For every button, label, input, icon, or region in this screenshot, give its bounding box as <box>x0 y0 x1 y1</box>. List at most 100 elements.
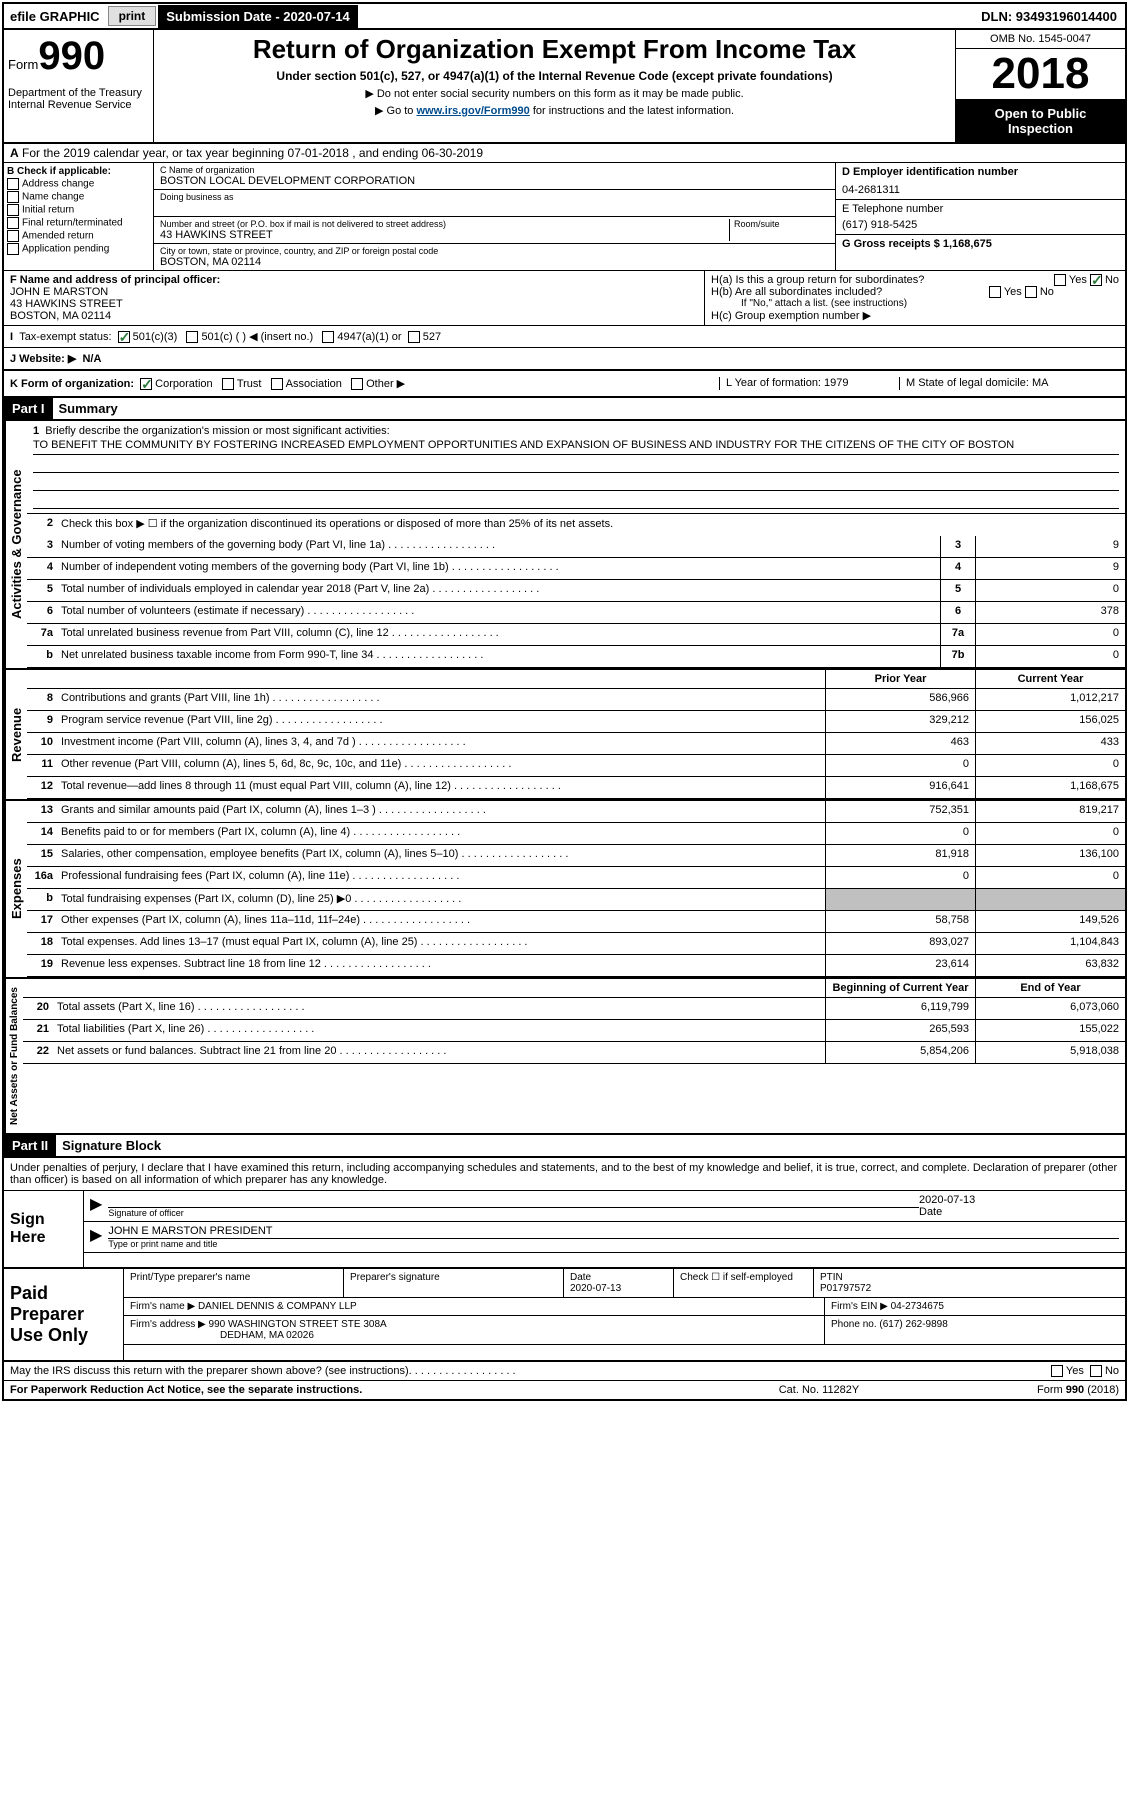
chk-501c3[interactable] <box>118 331 130 343</box>
chk-trust[interactable] <box>222 378 234 390</box>
chk-association[interactable] <box>271 378 283 390</box>
table-row: 14Benefits paid to or for members (Part … <box>27 823 1125 845</box>
signer-name: JOHN E MARSTON PRESIDENT <box>108 1225 1119 1239</box>
chk-pending[interactable]: Application pending <box>7 243 150 255</box>
subtitle-3: ▶ Go to www.irs.gov/Form990 for instruct… <box>158 104 951 117</box>
header-left: Form990 Department of the Treasury Inter… <box>4 30 154 142</box>
firm-phone: (617) 262-9898 <box>879 1319 947 1330</box>
expenses-section: Expenses 13Grants and similar amounts pa… <box>4 801 1125 979</box>
chk-final-return[interactable]: Final return/terminated <box>7 217 150 229</box>
irs-link[interactable]: www.irs.gov/Form990 <box>416 105 529 117</box>
col-b: B Check if applicable: Address change Na… <box>4 163 154 270</box>
chk-name-change[interactable]: Name change <box>7 191 150 203</box>
table-row: 6Total number of volunteers (estimate if… <box>27 602 1125 624</box>
cat-number: Cat. No. 11282Y <box>719 1384 919 1396</box>
chk-corporation[interactable] <box>140 378 152 390</box>
gross-receipts: G Gross receipts $ 1,168,675 <box>842 238 992 250</box>
top-bar: efile GRAPHIC print Submission Date - 20… <box>4 4 1125 30</box>
org-name: BOSTON LOCAL DEVELOPMENT CORPORATION <box>160 175 829 187</box>
table-row: bTotal fundraising expenses (Part IX, co… <box>27 889 1125 911</box>
header: Form990 Department of the Treasury Inter… <box>4 30 1125 144</box>
ptin: P01797572 <box>820 1283 871 1294</box>
mission-text: TO BENEFIT THE COMMUNITY BY FOSTERING IN… <box>33 437 1119 455</box>
table-row: 22Net assets or fund balances. Subtract … <box>23 1042 1125 1064</box>
dln: DLN: 93493196014400 <box>973 5 1125 28</box>
table-row: 8Contributions and grants (Part VIII, li… <box>27 689 1125 711</box>
col-c: C Name of organizationBOSTON LOCAL DEVEL… <box>154 163 835 270</box>
state-domicile: M State of legal domicile: MA <box>899 377 1119 390</box>
table-row: 3Number of voting members of the governi… <box>27 536 1125 558</box>
year-formation: L Year of formation: 1979 <box>719 377 899 390</box>
telephone: (617) 918-5425 <box>842 219 1119 231</box>
paid-preparer-section: Paid Preparer Use Only Print/Type prepar… <box>4 1269 1125 1362</box>
table-row: 9Program service revenue (Part VIII, lin… <box>27 711 1125 733</box>
org-city: BOSTON, MA 02114 <box>160 256 829 268</box>
org-form-row: K Form of organization: Corporation Trus… <box>4 371 1125 398</box>
activities-governance-section: Activities & Governance 1 Briefly descri… <box>4 421 1125 670</box>
org-address: 43 HAWKINS STREET <box>160 229 729 241</box>
period-row: A For the 2019 calendar year, or tax yea… <box>4 144 1125 163</box>
net-assets-section: Net Assets or Fund Balances Beginning of… <box>4 979 1125 1135</box>
chk-501c[interactable] <box>186 331 198 343</box>
public-inspection: Open to Public Inspection <box>956 100 1125 142</box>
table-row: 5Total number of individuals employed in… <box>27 580 1125 602</box>
table-row: 16aProfessional fundraising fees (Part I… <box>27 867 1125 889</box>
tax-status-row: I Tax-exempt status: 501(c)(3) 501(c) ( … <box>4 326 1125 348</box>
discuss-row: May the IRS discuss this return with the… <box>4 1362 1125 1381</box>
table-row: 19Revenue less expenses. Subtract line 1… <box>27 955 1125 977</box>
website-row: J Website: ▶ N/A <box>4 348 1125 371</box>
chk-other[interactable] <box>351 378 363 390</box>
part2-header: Part II Signature Block <box>4 1135 1125 1158</box>
firm-name: DANIEL DENNIS & COMPANY LLP <box>198 1301 357 1312</box>
firm-addr: 990 WASHINGTON STREET STE 308A <box>209 1319 387 1330</box>
table-row: 12Total revenue—add lines 8 through 11 (… <box>27 777 1125 799</box>
chk-address-change[interactable]: Address change <box>7 178 150 190</box>
table-row: 7aTotal unrelated business revenue from … <box>27 624 1125 646</box>
table-row: 11Other revenue (Part VIII, column (A), … <box>27 755 1125 777</box>
form-990-page: efile GRAPHIC print Submission Date - 20… <box>2 2 1127 1401</box>
arrow-icon: ▶ <box>90 1194 102 1218</box>
print-button[interactable]: print <box>108 6 157 26</box>
header-center: Return of Organization Exempt From Incom… <box>154 30 955 142</box>
revenue-section: Revenue Prior YearCurrent Year 8Contribu… <box>4 670 1125 801</box>
subtitle-2: ▶ Do not enter social security numbers o… <box>158 87 951 100</box>
table-row: 20Total assets (Part X, line 16)6,119,79… <box>23 998 1125 1020</box>
mission-block: 1 Briefly describe the organization's mi… <box>27 421 1125 514</box>
form-number: 990 <box>38 34 105 78</box>
form-title: Return of Organization Exempt From Incom… <box>158 34 951 65</box>
chk-discuss-no[interactable] <box>1090 1365 1102 1377</box>
efile-label: efile GRAPHIC <box>4 5 106 28</box>
table-row: 15Salaries, other compensation, employee… <box>27 845 1125 867</box>
omb-number: OMB No. 1545-0047 <box>956 30 1125 49</box>
table-row: bNet unrelated business taxable income f… <box>27 646 1125 668</box>
chk-4947[interactable] <box>322 331 334 343</box>
table-row: 13Grants and similar amounts paid (Part … <box>27 801 1125 823</box>
chk-discuss-yes[interactable] <box>1051 1365 1063 1377</box>
subtitle-1: Under section 501(c), 527, or 4947(a)(1)… <box>158 69 951 83</box>
officer-group-row: F Name and address of principal officer:… <box>4 271 1125 326</box>
chk-amended[interactable]: Amended return <box>7 230 150 242</box>
department: Department of the Treasury Internal Reve… <box>8 87 149 111</box>
arrow-icon: ▶ <box>90 1225 102 1249</box>
col-d: D Employer identification number04-26813… <box>835 163 1125 270</box>
website-value: N/A <box>82 353 101 365</box>
table-row: 10Investment income (Part VIII, column (… <box>27 733 1125 755</box>
officer-block: F Name and address of principal officer:… <box>4 271 705 325</box>
submission-date: Submission Date - 2020-07-14 <box>158 5 358 28</box>
group-return-block: H(a) Is this a group return for subordin… <box>705 271 1125 325</box>
info-block: B Check if applicable: Address change Na… <box>4 163 1125 271</box>
table-row: 4Number of independent voting members of… <box>27 558 1125 580</box>
table-row: 17Other expenses (Part IX, column (A), l… <box>27 911 1125 933</box>
firm-ein: 04-2734675 <box>891 1301 944 1312</box>
sign-here-section: Sign Here ▶ Signature of officer 2020-07… <box>4 1191 1125 1269</box>
declaration: Under penalties of perjury, I declare th… <box>4 1158 1125 1191</box>
tax-year: 2018 <box>956 49 1125 100</box>
chk-initial-return[interactable]: Initial return <box>7 204 150 216</box>
ein: 04-2681311 <box>842 184 1119 196</box>
officer-name: JOHN E MARSTON <box>10 286 698 298</box>
part1-header: Part I Summary <box>4 398 1125 421</box>
page-footer: For Paperwork Reduction Act Notice, see … <box>4 1381 1125 1399</box>
table-row: 18Total expenses. Add lines 13–17 (must … <box>27 933 1125 955</box>
chk-527[interactable] <box>408 331 420 343</box>
table-row: 21Total liabilities (Part X, line 26)265… <box>23 1020 1125 1042</box>
